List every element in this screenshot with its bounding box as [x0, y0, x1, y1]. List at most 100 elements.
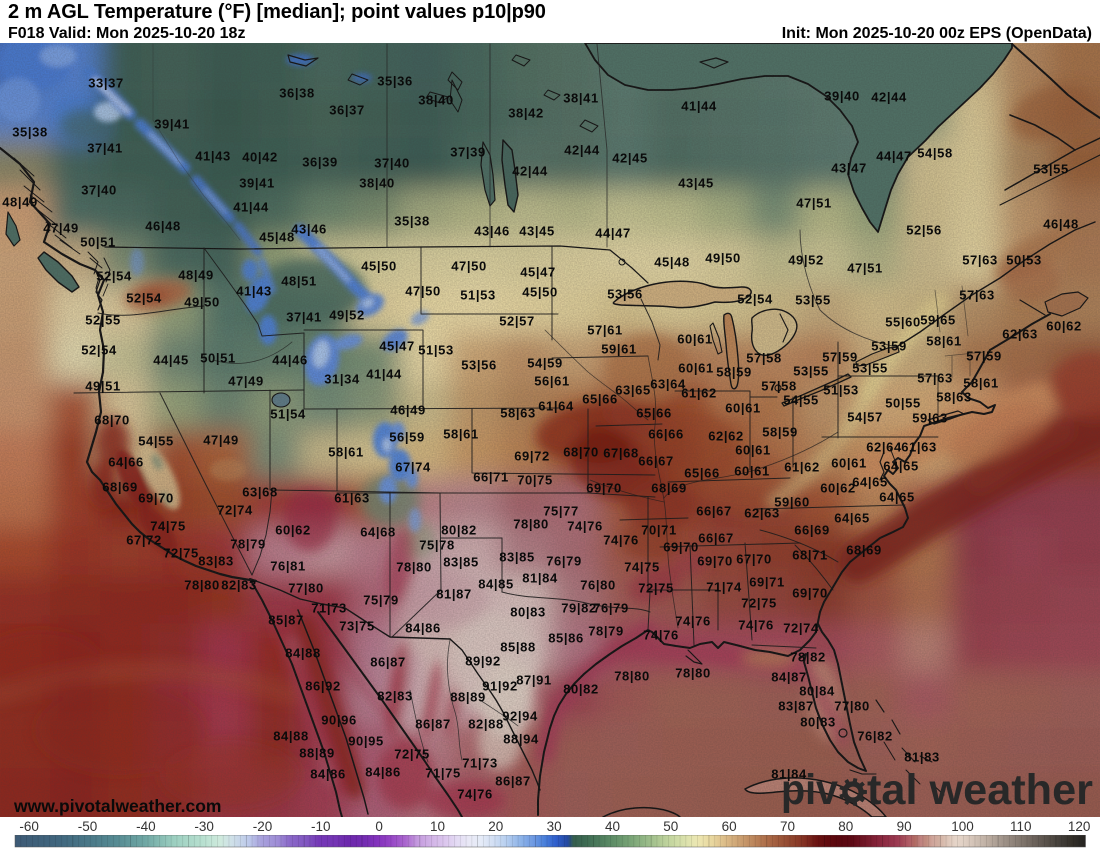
- svg-text:79|82: 79|82: [561, 601, 597, 616]
- svg-text:58|61: 58|61: [926, 334, 962, 349]
- svg-text:83|85: 83|85: [443, 555, 479, 570]
- svg-text:71|73: 71|73: [311, 601, 347, 616]
- svg-text:78|80: 78|80: [614, 669, 650, 684]
- svg-text:45|48: 45|48: [259, 230, 295, 245]
- svg-text:75|79: 75|79: [363, 593, 399, 608]
- svg-text:82|83: 82|83: [377, 689, 413, 704]
- svg-text:46|48: 46|48: [1043, 217, 1079, 232]
- svg-text:76|80: 76|80: [580, 578, 616, 593]
- svg-text:73|75: 73|75: [339, 619, 375, 634]
- svg-text:47|49: 47|49: [203, 433, 239, 448]
- svg-text:57|63: 57|63: [962, 253, 998, 268]
- svg-text:54|58: 54|58: [917, 146, 953, 161]
- svg-text:69|71: 69|71: [749, 575, 785, 590]
- svg-text:58|61: 58|61: [963, 376, 999, 391]
- svg-text:74|76: 74|76: [675, 614, 711, 629]
- svg-text:84|86: 84|86: [405, 621, 441, 636]
- svg-text:58|63: 58|63: [500, 406, 536, 421]
- svg-text:42|44: 42|44: [871, 90, 907, 105]
- svg-text:42|44: 42|44: [564, 143, 600, 158]
- svg-text:81|87: 81|87: [436, 587, 472, 602]
- svg-text:66|66: 66|66: [648, 427, 684, 442]
- svg-text:83|87: 83|87: [778, 699, 814, 714]
- svg-text:90|95: 90|95: [348, 734, 384, 749]
- svg-text:58|59: 58|59: [716, 365, 752, 380]
- svg-text:83|83: 83|83: [198, 554, 234, 569]
- svg-text:78|82: 78|82: [790, 650, 826, 665]
- svg-text:70|71: 70|71: [641, 523, 677, 538]
- svg-text:38|41: 38|41: [563, 91, 599, 106]
- svg-text:88|94: 88|94: [503, 732, 539, 747]
- svg-text:33|37: 33|37: [88, 76, 124, 91]
- svg-text:44|47: 44|47: [595, 226, 631, 241]
- svg-text:66|69: 66|69: [794, 523, 830, 538]
- svg-text:41|43: 41|43: [236, 284, 272, 299]
- svg-text:37|41: 37|41: [286, 310, 322, 325]
- svg-text:64|65: 64|65: [879, 490, 915, 505]
- svg-text:54|57: 54|57: [847, 410, 883, 425]
- svg-text:49|51: 49|51: [85, 379, 121, 394]
- svg-text:85|87: 85|87: [268, 613, 304, 628]
- svg-text:60|62: 60|62: [820, 481, 856, 496]
- svg-text:69|70: 69|70: [663, 540, 699, 555]
- svg-text:48|49: 48|49: [2, 195, 38, 210]
- svg-text:53|59: 53|59: [871, 339, 907, 354]
- svg-text:58|59: 58|59: [762, 425, 798, 440]
- svg-text:83|85: 83|85: [499, 550, 535, 565]
- svg-text:43|46: 43|46: [474, 224, 510, 239]
- svg-text:85|88: 85|88: [500, 640, 536, 655]
- svg-text:60|61: 60|61: [678, 361, 714, 376]
- svg-text:45|50: 45|50: [361, 259, 397, 274]
- svg-text:54|55: 54|55: [138, 434, 174, 449]
- svg-text:47|50: 47|50: [451, 259, 487, 274]
- svg-text:46|49: 46|49: [390, 403, 426, 418]
- svg-text:68|69: 68|69: [651, 481, 687, 496]
- svg-text:39|41: 39|41: [239, 176, 275, 191]
- svg-text:75|77: 75|77: [543, 504, 579, 519]
- svg-text:80|82: 80|82: [441, 523, 477, 538]
- svg-text:35|36: 35|36: [377, 74, 413, 89]
- svg-text:43|46: 43|46: [291, 222, 327, 237]
- svg-text:64|68: 64|68: [360, 525, 396, 540]
- svg-text:60|61: 60|61: [677, 332, 713, 347]
- svg-text:50|51: 50|51: [80, 235, 116, 250]
- svg-text:86|87: 86|87: [370, 655, 406, 670]
- svg-text:57|58: 57|58: [746, 351, 782, 366]
- svg-text:49|50: 49|50: [184, 295, 220, 310]
- svg-text:46|48: 46|48: [145, 219, 181, 234]
- svg-text:74|75: 74|75: [150, 519, 186, 534]
- svg-text:37|41: 37|41: [87, 141, 123, 156]
- svg-text:84|86: 84|86: [365, 765, 401, 780]
- svg-text:60|61: 60|61: [734, 464, 770, 479]
- svg-text:63|68: 63|68: [242, 485, 278, 500]
- svg-text:51|53: 51|53: [823, 383, 859, 398]
- svg-text:41|44: 41|44: [233, 200, 269, 215]
- svg-text:74|76: 74|76: [567, 519, 603, 534]
- svg-text:44|46: 44|46: [272, 353, 308, 368]
- svg-text:57|59: 57|59: [966, 349, 1002, 364]
- svg-text:62|64: 62|64: [866, 440, 902, 455]
- svg-text:42|44: 42|44: [512, 164, 548, 179]
- svg-text:51|53: 51|53: [418, 343, 454, 358]
- svg-text:81|84: 81|84: [522, 571, 558, 586]
- svg-text:39|40: 39|40: [824, 89, 860, 104]
- svg-text:74|76: 74|76: [603, 533, 639, 548]
- svg-text:91|92: 91|92: [482, 679, 518, 694]
- svg-text:41|44: 41|44: [681, 99, 717, 114]
- svg-text:57|61: 57|61: [587, 323, 623, 338]
- svg-text:62|62: 62|62: [708, 429, 744, 444]
- svg-text:67|72: 67|72: [126, 533, 162, 548]
- svg-text:74|76: 74|76: [643, 628, 679, 643]
- svg-text:38|42: 38|42: [508, 106, 544, 121]
- svg-text:74|76: 74|76: [738, 618, 774, 633]
- svg-text:65|66: 65|66: [684, 466, 720, 481]
- svg-text:88|89: 88|89: [450, 690, 486, 705]
- svg-text:92|94: 92|94: [502, 709, 538, 724]
- svg-text:49|52: 49|52: [788, 253, 824, 268]
- svg-text:42|45: 42|45: [612, 151, 648, 166]
- svg-text:72|75: 72|75: [163, 546, 199, 561]
- svg-text:77|80: 77|80: [834, 699, 870, 714]
- svg-text:58|63: 58|63: [936, 390, 972, 405]
- svg-text:52|54: 52|54: [96, 269, 132, 284]
- svg-text:69|70: 69|70: [138, 491, 174, 506]
